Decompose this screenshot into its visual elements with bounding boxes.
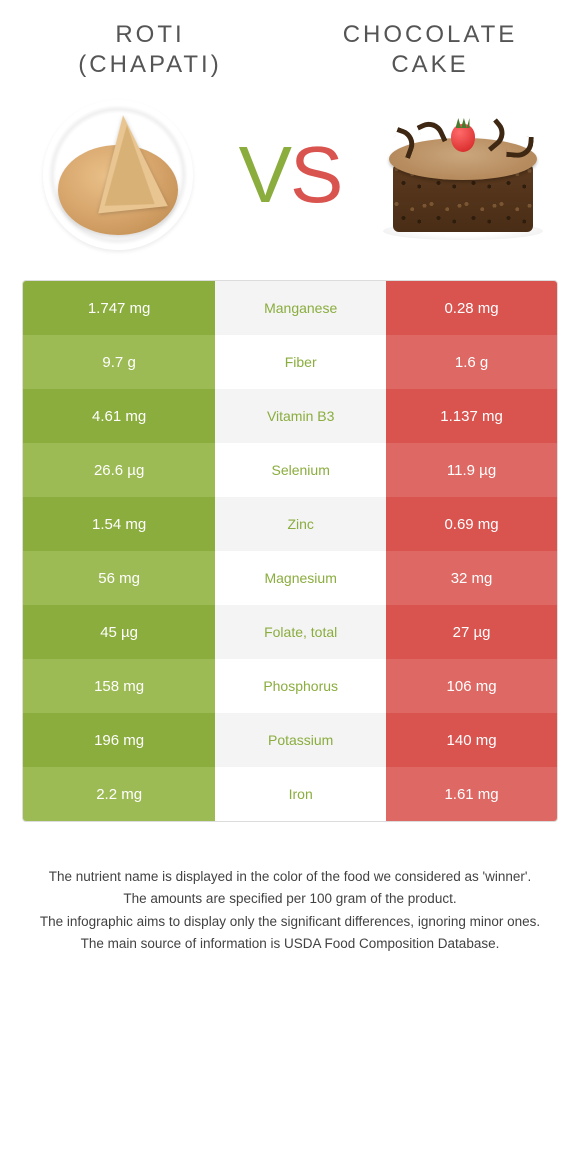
left-value: 56 mg: [23, 551, 215, 605]
nutrient-row: 2.2 mgIron1.61 mg: [23, 767, 557, 821]
nutrient-label: Iron: [215, 767, 386, 821]
right-value: 0.28 mg: [386, 281, 557, 335]
nutrient-row: 1.747 mgManganese0.28 mg: [23, 281, 557, 335]
nutrient-table: 1.747 mgManganese0.28 mg9.7 gFiber1.6 g4…: [22, 280, 558, 822]
footnote-line: The amounts are specified per 100 gram o…: [35, 889, 545, 909]
right-value: 11.9 µg: [386, 443, 557, 497]
right-title-line1: CHOCOLATE: [330, 20, 530, 50]
nutrient-row: 45 µgFolate, total27 µg: [23, 605, 557, 659]
infographic-container: ROTI (CHAPATI) CHOCOLATE CAKE VS: [0, 0, 580, 966]
footnote-line: The infographic aims to display only the…: [35, 912, 545, 932]
cake-image: [375, 95, 550, 255]
nutrient-label: Folate, total: [215, 605, 386, 659]
nutrient-row: 158 mgPhosphorus106 mg: [23, 659, 557, 713]
right-value: 27 µg: [386, 605, 557, 659]
nutrient-label: Vitamin B3: [215, 389, 386, 443]
nutrient-row: 1.54 mgZinc0.69 mg: [23, 497, 557, 551]
left-value: 1.54 mg: [23, 497, 215, 551]
right-value: 1.137 mg: [386, 389, 557, 443]
nutrient-row: 196 mgPotassium140 mg: [23, 713, 557, 767]
footnotes: The nutrient name is displayed in the co…: [20, 867, 560, 954]
right-value: 1.6 g: [386, 335, 557, 389]
vs-v: V: [239, 130, 290, 219]
nutrient-row: 4.61 mgVitamin B31.137 mg: [23, 389, 557, 443]
nutrient-label: Zinc: [215, 497, 386, 551]
nutrient-row: 9.7 gFiber1.6 g: [23, 335, 557, 389]
roti-image: [30, 95, 205, 255]
right-value: 32 mg: [386, 551, 557, 605]
left-title-line2: (CHAPATI): [50, 50, 250, 80]
left-value: 196 mg: [23, 713, 215, 767]
vs-s: S: [290, 130, 341, 219]
right-food-title: CHOCOLATE CAKE: [330, 20, 530, 80]
left-value: 2.2 mg: [23, 767, 215, 821]
nutrient-label: Magnesium: [215, 551, 386, 605]
left-value: 1.747 mg: [23, 281, 215, 335]
right-title-line2: CAKE: [330, 50, 530, 80]
right-value: 1.61 mg: [386, 767, 557, 821]
nutrient-label: Potassium: [215, 713, 386, 767]
left-value: 158 mg: [23, 659, 215, 713]
right-value: 140 mg: [386, 713, 557, 767]
left-value: 9.7 g: [23, 335, 215, 389]
nutrient-label: Fiber: [215, 335, 386, 389]
left-value: 26.6 µg: [23, 443, 215, 497]
left-value: 4.61 mg: [23, 389, 215, 443]
nutrient-row: 26.6 µgSelenium11.9 µg: [23, 443, 557, 497]
footnote-line: The nutrient name is displayed in the co…: [35, 867, 545, 887]
nutrient-label: Selenium: [215, 443, 386, 497]
footnote-line: The main source of information is USDA F…: [35, 934, 545, 954]
nutrient-label: Phosphorus: [215, 659, 386, 713]
left-value: 45 µg: [23, 605, 215, 659]
left-title-line1: ROTI: [50, 20, 250, 50]
nutrient-label: Manganese: [215, 281, 386, 335]
images-row: VS: [20, 80, 560, 280]
left-food-title: ROTI (CHAPATI): [50, 20, 250, 80]
right-value: 0.69 mg: [386, 497, 557, 551]
vs-label: VS: [239, 135, 342, 215]
nutrient-row: 56 mgMagnesium32 mg: [23, 551, 557, 605]
right-value: 106 mg: [386, 659, 557, 713]
header-row: ROTI (CHAPATI) CHOCOLATE CAKE: [20, 20, 560, 80]
